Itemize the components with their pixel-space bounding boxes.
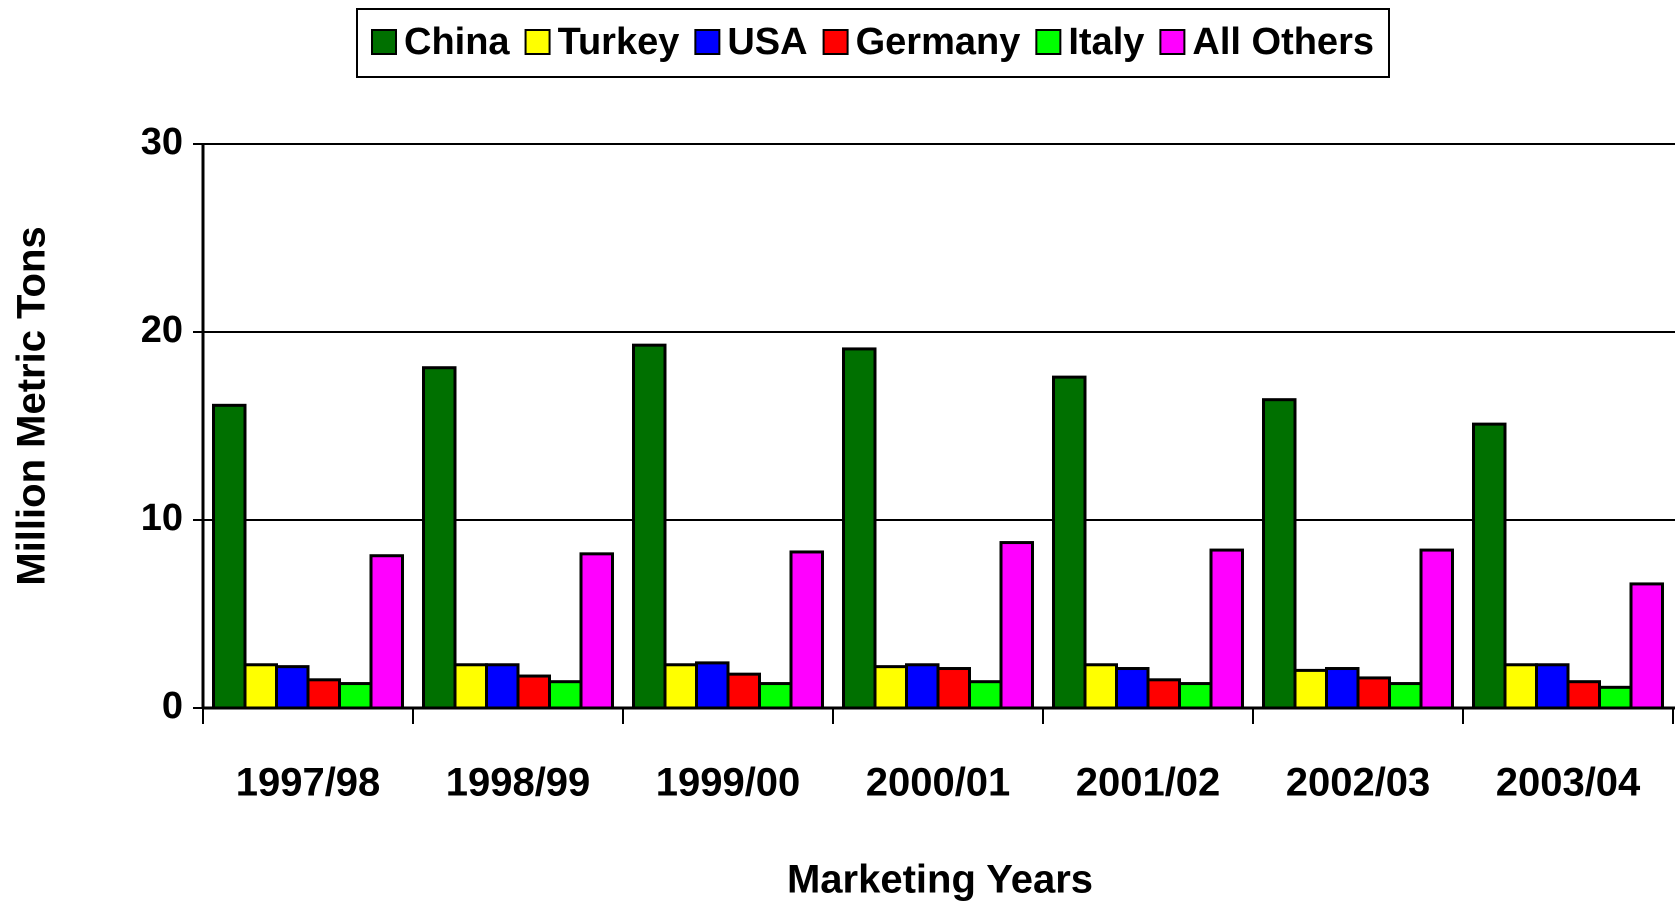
- bar: [1178, 682, 1213, 710]
- y-tick-label: 0: [162, 685, 183, 727]
- legend-label: All Others: [1192, 21, 1374, 63]
- legend-swatch: [694, 29, 721, 55]
- bar: [1598, 685, 1633, 710]
- bar: [212, 403, 247, 710]
- bar: [369, 554, 404, 710]
- y-tick-label: 20: [141, 309, 183, 351]
- bar: [1209, 548, 1244, 710]
- legend-label: China: [404, 21, 510, 63]
- bar: [968, 680, 1003, 710]
- y-axis-title: Million Metric Tons: [10, 226, 54, 585]
- bar: [1115, 667, 1150, 710]
- bar: [1566, 680, 1601, 710]
- bar: [936, 667, 971, 710]
- bar: [275, 665, 310, 710]
- legend-swatch: [1035, 29, 1062, 55]
- bar: [905, 663, 940, 710]
- legend-swatch: [822, 29, 849, 55]
- bar: [548, 680, 583, 710]
- bar: [1472, 422, 1507, 710]
- legend-label: Italy: [1068, 21, 1144, 63]
- legend: [356, 8, 1390, 78]
- legend-label: Turkey: [558, 21, 680, 63]
- bar: [1083, 663, 1118, 710]
- bar: [338, 682, 373, 710]
- x-axis-title: Marketing Years: [787, 858, 1093, 902]
- bar: [842, 347, 877, 710]
- x-tick-label: 2000/01: [866, 761, 1011, 805]
- x-tick-label: 2002/03: [1286, 761, 1431, 805]
- bar: [695, 661, 730, 710]
- bar: [516, 674, 551, 710]
- bar: [306, 678, 341, 710]
- bar: [789, 550, 824, 710]
- bar: [663, 663, 698, 710]
- x-tick-label: 2001/02: [1076, 761, 1221, 805]
- bar: [1356, 676, 1391, 710]
- legend-label: USA: [727, 21, 807, 63]
- bar: [1419, 548, 1454, 710]
- x-tick-label: 2003/04: [1496, 761, 1641, 805]
- bar: [243, 663, 278, 710]
- bar: [1503, 663, 1538, 710]
- bar: [632, 343, 667, 710]
- legend-swatch: [1159, 29, 1186, 55]
- x-tick-label: 1997/98: [236, 761, 381, 805]
- bar: [1388, 682, 1423, 710]
- bar: [726, 672, 761, 710]
- x-tick-label: 1999/00: [656, 761, 801, 805]
- bar: [579, 552, 614, 710]
- bar: [873, 665, 908, 710]
- bar: [485, 663, 520, 710]
- bar: [1629, 582, 1664, 710]
- bar: [1262, 398, 1297, 710]
- bar: [999, 541, 1034, 710]
- bar: [1146, 678, 1181, 710]
- x-tick-label: 1998/99: [446, 761, 591, 805]
- bar: [758, 682, 793, 710]
- bar: [1293, 668, 1328, 710]
- bar: [422, 366, 457, 710]
- bar: [1535, 663, 1570, 710]
- bar: [1325, 667, 1360, 710]
- legend-swatch: [371, 29, 397, 55]
- legend-label: Germany: [856, 21, 1021, 63]
- bar: [453, 663, 488, 710]
- y-tick-label: 30: [141, 121, 183, 163]
- bar: [1052, 375, 1087, 710]
- legend-swatch: [524, 29, 551, 55]
- y-tick-label: 10: [141, 497, 183, 539]
